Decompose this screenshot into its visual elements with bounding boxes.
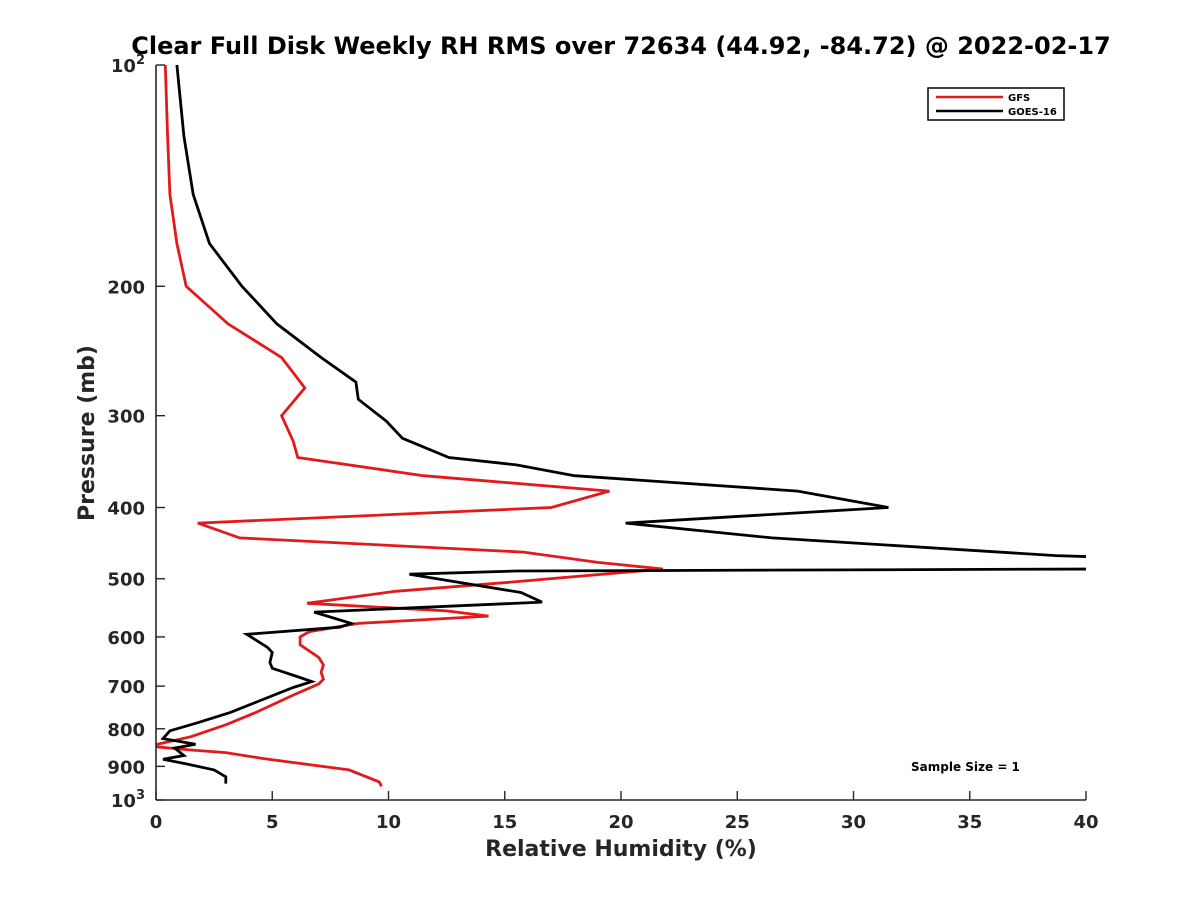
y-axis-label: Pressure (mb) [75,345,100,521]
x-tick-label: 35 [957,812,982,833]
x-tick-label: 30 [841,812,866,833]
legend-box [927,87,1065,121]
axes-layer: 0 5 10 15 20 25 30 35 40 102 200 300 400 500 600 700 800… [107,53,1098,833]
x-tick-label: 5 [266,812,279,833]
x-tick-label: 10 [376,812,401,833]
series-layer [156,65,1086,787]
legend-label-gfs: GFS [1008,93,1030,104]
y-tick-label: 103 [111,788,145,812]
y-tick-label: 200 [107,277,145,298]
chart-title: Clear Full Disk Weekly RH RMS over 72634… [131,32,1111,60]
x-axis-label: Relative Humidity (%) [485,837,757,862]
y-tick-label: 400 [107,499,145,520]
x-tick-label: 40 [1073,812,1098,833]
x-tick-label: 25 [725,812,750,833]
legend-label-goes16: GOES-16 [1008,107,1057,118]
y-tick-label: 700 [107,677,145,698]
y-tick-label: 102 [111,53,145,77]
series-line-gfs [156,65,664,787]
x-tick-label: 0 [150,812,163,833]
y-tick-label: 300 [107,407,145,428]
y-tick-label: 500 [107,570,145,591]
y-tick-label: 800 [107,720,145,741]
x-tick-label: 20 [608,812,633,833]
x-tick-label: 15 [492,812,517,833]
sample-size-annotation: Sample Size = 1 [911,760,1020,774]
legend: GFS GOES-16 [927,87,1065,121]
y-tick-label: 600 [107,628,145,649]
series-line-goes16 [160,65,1086,784]
y-tick-label: 900 [107,757,145,778]
